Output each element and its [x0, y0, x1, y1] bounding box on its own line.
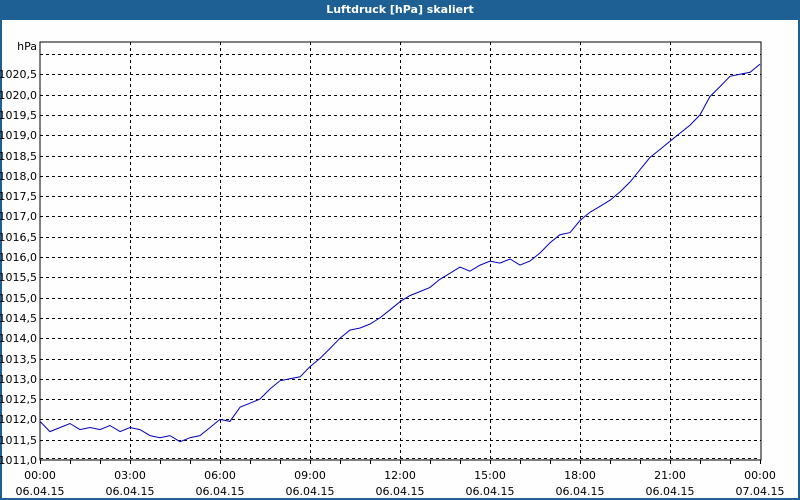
plot-area-border — [39, 41, 762, 461]
y-axis-unit: hPa — [17, 40, 37, 53]
x-tick-time: 00:00 — [744, 469, 776, 482]
x-axis-ticks: 00:00 06.04.15 03:00 06.04.15 06:00 06.04.15 0… — [16, 469, 785, 498]
y-tick-label: 1014,0 — [0, 332, 37, 345]
x-tick-date: 06.04.15 — [286, 485, 335, 498]
y-tick-label: 1016,0 — [0, 251, 37, 264]
y-tick-label: 1017,5 — [0, 190, 37, 203]
x-tick-time: 03:00 — [114, 469, 146, 482]
y-tick-label: 1012,5 — [0, 393, 37, 406]
y-tick-label: 1019,0 — [0, 129, 37, 142]
x-tick-time: 21:00 — [654, 469, 686, 482]
chart-title: Luftdruck [hPa] skaliert — [0, 0, 800, 20]
pressure-series-line — [39, 63, 761, 443]
y-axis-ticks: 1011,0 1011,5 1012,0 1012,5 1013,0 1013,5 1014… — [0, 68, 37, 467]
x-tick-time: 12:00 — [384, 469, 416, 482]
x-tick-time: 06:00 — [204, 469, 236, 482]
x-tick-date: 06.04.15 — [466, 485, 515, 498]
grid-lines — [40, 42, 761, 464]
x-tick-date: 07.04.15 — [736, 485, 785, 498]
y-tick-label: 1014,5 — [0, 312, 37, 325]
x-tick-date: 06.04.15 — [16, 485, 65, 498]
x-tick-date: 06.04.15 — [376, 485, 425, 498]
x-tick-time: 15:00 — [474, 469, 506, 482]
x-tick-time: 00:00 — [24, 469, 56, 482]
y-tick-label: 1012,0 — [0, 413, 37, 426]
x-tick-date: 06.04.15 — [646, 485, 695, 498]
y-tick-label: 1013,5 — [0, 353, 37, 366]
y-tick-label: 1018,5 — [0, 150, 37, 163]
y-tick-label: 1020,0 — [0, 89, 37, 102]
x-tick-date: 06.04.15 — [106, 485, 155, 498]
y-tick-label: 1017,0 — [0, 210, 37, 223]
y-tick-label: 1013,0 — [0, 373, 37, 386]
y-tick-label: 1015,5 — [0, 271, 37, 284]
y-tick-label: 1019,5 — [0, 109, 37, 122]
x-tick-date: 06.04.15 — [196, 485, 245, 498]
y-tick-label: 1018,0 — [0, 170, 37, 183]
y-tick-label: 1011,0 — [0, 454, 37, 467]
x-tick-time: 09:00 — [294, 469, 326, 482]
x-tick-time: 18:00 — [564, 469, 596, 482]
y-tick-label: 1015,0 — [0, 292, 37, 305]
x-tick-date: 06.04.15 — [556, 485, 605, 498]
y-tick-label: 1020,5 — [0, 68, 37, 81]
y-tick-label: 1011,5 — [0, 434, 37, 447]
y-tick-label: 1016,5 — [0, 231, 37, 244]
